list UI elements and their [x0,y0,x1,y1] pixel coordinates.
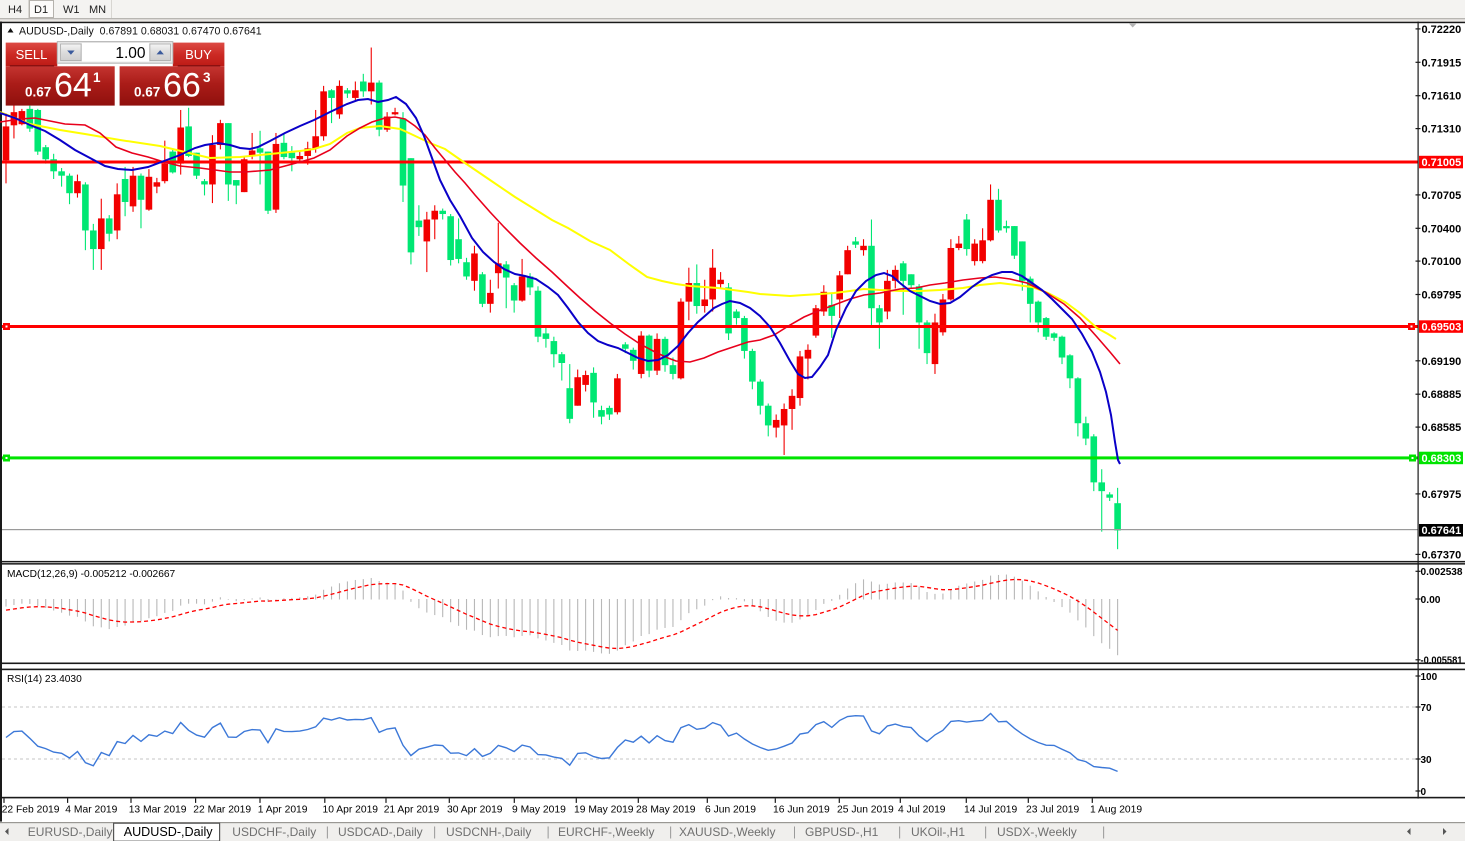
svg-text:|: | [547,825,550,839]
svg-text:0.71610: 0.71610 [1422,91,1462,103]
svg-text:EURUSD-,Daily: EURUSD-,Daily [28,825,113,839]
svg-text:0.71310: 0.71310 [1422,124,1462,136]
svg-text:1 Aug 2019: 1 Aug 2019 [1090,805,1142,816]
svg-text:22 Mar 2019: 22 Mar 2019 [193,805,251,816]
svg-text:22 Feb 2019: 22 Feb 2019 [2,805,60,816]
svg-text:USDX-,Weekly: USDX-,Weekly [997,825,1077,839]
svg-text:16 Jun 2019: 16 Jun 2019 [773,805,830,816]
svg-text:66: 66 [163,67,201,105]
svg-text:28 May 2019: 28 May 2019 [636,805,696,816]
svg-text:MN: MN [89,4,106,16]
svg-text:0.72220: 0.72220 [1422,24,1462,36]
svg-text:W1: W1 [63,4,80,16]
svg-text:|: | [898,825,901,839]
svg-text:0.68585: 0.68585 [1422,422,1462,434]
svg-text:0.70400: 0.70400 [1422,223,1462,235]
svg-text:0.00: 0.00 [1421,595,1441,606]
svg-text:0.67: 0.67 [25,85,51,100]
svg-text:19 May 2019: 19 May 2019 [574,805,634,816]
svg-text:6 Jun 2019: 6 Jun 2019 [705,805,756,816]
svg-text:13 Mar 2019: 13 Mar 2019 [129,805,187,816]
svg-text:USDCHF-,Daily: USDCHF-,Daily [232,825,316,839]
svg-text:30 Apr 2019: 30 Apr 2019 [447,805,503,816]
svg-text:3: 3 [203,70,211,85]
svg-text:|: | [984,825,987,839]
svg-text:0.68303: 0.68303 [1422,453,1462,465]
svg-text:0.71005: 0.71005 [1422,157,1462,169]
svg-text:H4: H4 [8,4,22,16]
svg-text:|: | [433,825,436,839]
svg-text:BUY: BUY [185,47,212,62]
svg-text:XAUUSD-,Weekly: XAUUSD-,Weekly [679,825,775,839]
svg-text:100: 100 [1421,672,1438,683]
svg-text:|: | [1102,825,1105,839]
svg-text:0.70705: 0.70705 [1422,190,1462,202]
svg-text:0.68885: 0.68885 [1422,389,1462,401]
svg-text:10 Apr 2019: 10 Apr 2019 [323,805,379,816]
svg-text:AUDUSD-,Daily 0.67891 0.68031: AUDUSD-,Daily 0.67891 0.68031 0.67470 0.… [19,26,262,38]
svg-text:-0.005581: -0.005581 [1421,656,1463,667]
svg-text:21 Apr 2019: 21 Apr 2019 [384,805,440,816]
svg-text:UKOil-,H1: UKOil-,H1 [911,825,965,839]
svg-text:|: | [793,825,796,839]
svg-text:70: 70 [1421,703,1433,714]
svg-text:4 Mar 2019: 4 Mar 2019 [65,805,117,816]
svg-text:0.69795: 0.69795 [1422,290,1462,302]
svg-text:0.67975: 0.67975 [1422,489,1462,501]
svg-text:25 Jun 2019: 25 Jun 2019 [837,805,894,816]
svg-text:AUDUSD-,Daily: AUDUSD-,Daily [124,825,214,839]
svg-text:23 Jul 2019: 23 Jul 2019 [1026,805,1080,816]
svg-text:SELL: SELL [16,47,48,62]
svg-text:1: 1 [93,70,101,85]
svg-text:0.69503: 0.69503 [1422,322,1462,334]
svg-text:0.67641: 0.67641 [1422,525,1462,537]
svg-text:USDCAD-,Daily: USDCAD-,Daily [338,825,423,839]
svg-text:9 May 2019: 9 May 2019 [512,805,566,816]
svg-text:64: 64 [54,67,92,105]
svg-text:0: 0 [1421,787,1427,798]
svg-text:0.67370: 0.67370 [1422,549,1462,561]
svg-text:0.69190: 0.69190 [1422,356,1462,368]
svg-text:0.002538: 0.002538 [1421,567,1463,578]
svg-text:0.67: 0.67 [134,85,160,100]
svg-text:1 Apr 2019: 1 Apr 2019 [258,805,308,816]
svg-text:0.70100: 0.70100 [1422,256,1462,268]
svg-text:4 Jul 2019: 4 Jul 2019 [898,805,946,816]
svg-text:14 Jul 2019: 14 Jul 2019 [964,805,1018,816]
svg-text:MACD(12,26,9) -0.005212 -0.002: MACD(12,26,9) -0.005212 -0.002667 [7,569,176,580]
svg-text:|: | [669,825,672,839]
svg-text:1.00: 1.00 [115,45,146,62]
svg-text:EURCHF-,Weekly: EURCHF-,Weekly [558,825,654,839]
svg-text:D1: D1 [34,4,48,16]
svg-text:30: 30 [1421,755,1433,766]
svg-text:GBPUSD-,H1: GBPUSD-,H1 [805,825,879,839]
svg-text:RSI(14) 23.4030: RSI(14) 23.4030 [7,674,82,685]
svg-text:0.71915: 0.71915 [1422,57,1462,69]
svg-text:USDCNH-,Daily: USDCNH-,Daily [446,825,531,839]
svg-text:|: | [326,825,329,839]
